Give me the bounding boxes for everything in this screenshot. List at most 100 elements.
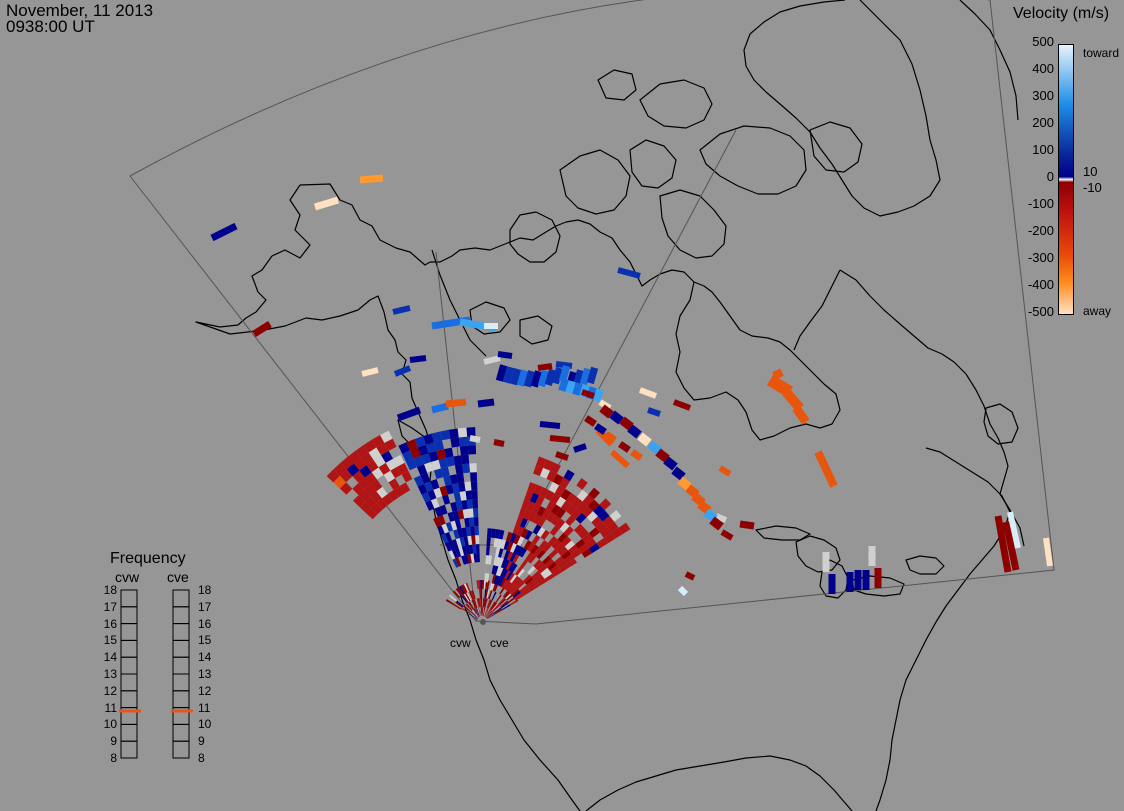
velocity-cell xyxy=(431,431,443,443)
velocity-cell xyxy=(440,533,449,544)
away-label: away xyxy=(1083,304,1112,318)
frequency-cell xyxy=(172,589,190,608)
velocity-cell xyxy=(502,569,509,579)
velocity-cell xyxy=(466,427,476,437)
velocity-cell xyxy=(524,530,533,541)
velocity-cell xyxy=(516,581,525,589)
velocity-cell xyxy=(210,222,238,242)
frequency-scale-label: 17 xyxy=(198,599,212,614)
velocity-cell xyxy=(498,548,504,558)
velocity-cell xyxy=(547,536,558,546)
velocity-cell xyxy=(542,555,552,565)
velocity-cell xyxy=(477,607,481,617)
velocity-cell xyxy=(514,566,523,576)
velocity-cell xyxy=(364,472,377,485)
velocity-cell xyxy=(581,506,593,518)
frequency-scale-label: 13 xyxy=(198,667,212,681)
velocity-cell xyxy=(486,546,490,556)
velocity-cell xyxy=(518,507,527,518)
frequency-scale-label: 11 xyxy=(198,700,211,715)
velocity-cell xyxy=(468,601,475,610)
velocity-cell xyxy=(486,573,490,583)
velocity-cell xyxy=(470,553,475,563)
velocity-cell xyxy=(485,555,489,565)
velocity-cell xyxy=(500,539,506,550)
velocity-cell xyxy=(333,475,347,489)
velocity-cell xyxy=(493,439,505,447)
velocity-cell xyxy=(406,458,417,471)
velocity-cell xyxy=(528,581,538,590)
velocity-cell xyxy=(822,552,830,572)
velocity-cell xyxy=(535,561,545,571)
frequency-cell xyxy=(172,690,190,709)
velocity-cell xyxy=(557,532,568,543)
velocity-cell xyxy=(455,601,464,608)
velocity-cell xyxy=(463,536,469,546)
velocity-cell xyxy=(585,538,597,549)
velocity-cell xyxy=(476,580,480,590)
velocity-cell xyxy=(509,552,517,563)
velocity-cell xyxy=(532,524,542,535)
velocity-cell xyxy=(472,544,477,554)
velocity-cell xyxy=(506,541,514,552)
velocity-cell xyxy=(647,440,662,455)
velocity-cell xyxy=(564,540,575,551)
velocity-cell xyxy=(589,543,600,554)
velocity-cell xyxy=(359,501,372,514)
velocity-cell xyxy=(554,485,566,497)
velocity-cell xyxy=(370,479,383,492)
frequency-cell xyxy=(172,639,190,658)
velocity-cell xyxy=(511,575,520,585)
velocity-cell xyxy=(484,598,488,608)
velocity-cell xyxy=(503,580,510,590)
velocity-cell xyxy=(467,445,477,455)
velocity-cell xyxy=(361,367,379,377)
velocity-cell xyxy=(478,607,481,617)
velocity-cell xyxy=(252,321,272,337)
velocity-cell xyxy=(465,604,473,612)
velocity-cell xyxy=(535,495,545,506)
velocity-cell xyxy=(472,610,479,618)
velocity-cell xyxy=(466,499,473,509)
velocity-cell xyxy=(333,462,347,476)
velocity-cell xyxy=(454,519,462,530)
velocity-cell xyxy=(445,484,454,495)
velocity-cell xyxy=(563,469,575,482)
velocity-cell xyxy=(573,523,585,535)
velocity-cell xyxy=(464,517,470,528)
velocity-cell xyxy=(1043,537,1053,567)
velocity-cell xyxy=(527,554,537,564)
velocity-cell xyxy=(539,467,550,479)
frequency-cell xyxy=(120,589,138,608)
frequency-scale-label: 14 xyxy=(198,650,212,665)
velocity-cell xyxy=(586,511,598,523)
velocity-cell xyxy=(482,607,483,616)
velocity-cell xyxy=(452,539,459,549)
velocity-cell xyxy=(465,593,471,602)
velocity-cell xyxy=(541,508,551,520)
velocity-cell xyxy=(438,457,448,469)
velocity-cell xyxy=(359,465,372,478)
velocity-cell xyxy=(594,423,607,435)
velocity-cell xyxy=(486,580,490,590)
velocity-cell xyxy=(326,469,340,483)
velocity-cell xyxy=(363,439,377,453)
velocity-cell xyxy=(478,598,481,608)
velocity-cell xyxy=(490,528,497,538)
velocity-cell xyxy=(538,564,548,574)
velocity-cell xyxy=(549,525,560,536)
velocity-cell xyxy=(465,545,471,555)
frequency-scale-label: 16 xyxy=(198,616,212,631)
velocity-cell xyxy=(604,431,617,443)
velocity-cell xyxy=(647,407,661,417)
velocity-cell xyxy=(455,557,462,567)
velocity-cell xyxy=(502,604,511,610)
velocity-cell xyxy=(371,467,384,480)
velocity-cell xyxy=(439,485,448,497)
frequency-title: Frequency xyxy=(110,550,186,567)
velocity-cell xyxy=(994,515,1012,573)
tick-100: 100 xyxy=(1032,142,1054,157)
velocity-cell xyxy=(573,443,587,453)
velocity-cell xyxy=(587,499,600,511)
velocity-cell xyxy=(496,538,503,549)
